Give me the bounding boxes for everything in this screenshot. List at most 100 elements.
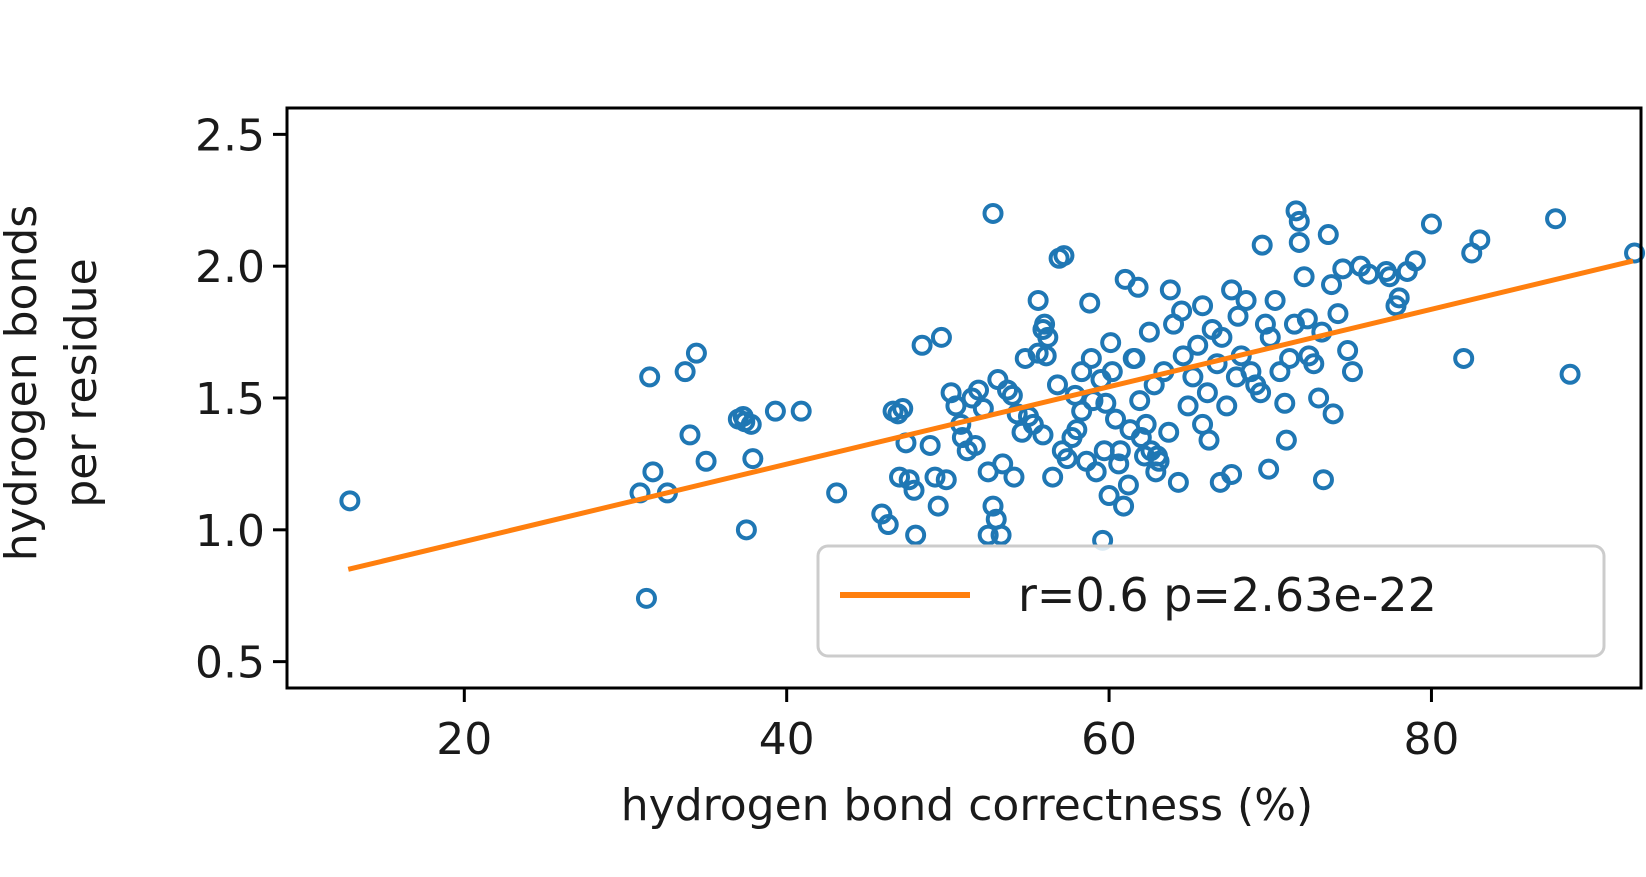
scatter-point <box>642 461 664 483</box>
x-tick-label: 20 <box>436 714 492 765</box>
scatter-point <box>892 398 914 420</box>
scatter-point <box>1275 429 1297 451</box>
scatter-point <box>1122 347 1144 369</box>
y-tick-label: 1.5 <box>195 374 265 425</box>
scatter-point <box>889 466 911 488</box>
scatter-point <box>1177 395 1199 417</box>
scatter-point <box>1006 403 1028 425</box>
scatter-point <box>1251 234 1273 256</box>
scatter-point <box>1127 276 1149 298</box>
scatter-point <box>1312 469 1334 491</box>
scatter-point <box>945 395 967 417</box>
scatter-point <box>1101 361 1123 383</box>
scatter-point <box>997 379 1019 401</box>
fit-line-layer <box>347 258 1634 572</box>
x-axis-title: hydrogen bond correctness (%) <box>621 780 1313 831</box>
scatter-point <box>1079 292 1101 314</box>
scatter-point <box>927 495 949 517</box>
scatter-point <box>1014 347 1036 369</box>
x-tick-label: 80 <box>1403 714 1459 765</box>
y-tick-label: 2.0 <box>195 242 265 293</box>
scatter-point <box>1216 395 1238 417</box>
scatter-point <box>764 400 786 422</box>
scatter-point <box>903 479 925 501</box>
scatter-point <box>1250 382 1272 404</box>
scatter-point <box>1108 453 1130 475</box>
scatter-point <box>1420 213 1442 235</box>
scatter-point <box>911 334 933 356</box>
scatter-point <box>1350 255 1372 277</box>
scatter-point <box>1196 382 1218 404</box>
scatter-point <box>1093 440 1115 462</box>
scatter-point <box>1100 332 1122 354</box>
scatter-point <box>1221 279 1243 301</box>
axes-frame <box>285 106 1643 690</box>
axis-ticks: 20 40 60 80 0.5 1.0 1.5 2.0 2.5 <box>195 110 1459 765</box>
scatter-point <box>695 450 717 472</box>
scatter-point <box>339 490 361 512</box>
scatter-point <box>1003 466 1025 488</box>
scatter-point <box>992 453 1014 475</box>
scatter-point <box>1337 340 1359 362</box>
scatter-point <box>1117 474 1139 496</box>
scatter-point <box>1046 374 1068 396</box>
scatter-point <box>1303 353 1325 375</box>
scatter-point <box>1105 408 1127 430</box>
scatter-point <box>977 524 999 546</box>
scatter-point <box>1279 347 1301 369</box>
scatter-point <box>871 503 893 525</box>
scatter-point <box>1269 361 1291 383</box>
y-axis-title-line-1: hydrogen bonds <box>0 205 47 561</box>
scatter-point <box>639 366 661 388</box>
y-tick-label: 1.0 <box>195 506 265 557</box>
y-tick-label: 2.5 <box>195 110 265 161</box>
scatter-point <box>1559 363 1581 385</box>
x-tick-label: 40 <box>759 714 815 765</box>
scatter-point <box>1042 466 1064 488</box>
scatter-point <box>1095 392 1117 414</box>
legend-box <box>816 544 1606 658</box>
scatter-point <box>1130 427 1152 449</box>
scatter-point <box>924 466 946 488</box>
scatter-point <box>1288 231 1310 253</box>
scatter-point <box>1032 424 1054 446</box>
scatter-point <box>1192 295 1214 317</box>
scatter-point <box>679 424 701 446</box>
scatter-point <box>1187 334 1209 356</box>
scatter-point <box>1192 413 1214 435</box>
scatter-point <box>982 202 1004 224</box>
scatter-point <box>964 434 986 456</box>
legend: r=0.6 p=2.63e-22 <box>816 544 1606 658</box>
scatter-point <box>1129 390 1151 412</box>
scatter-point <box>1056 448 1078 470</box>
scatter-point <box>935 469 957 491</box>
scatter-point <box>826 482 848 504</box>
scatter-point <box>1159 279 1181 301</box>
fit-line <box>347 258 1634 572</box>
scatter-point <box>1288 210 1310 232</box>
scatter-point <box>1274 392 1296 414</box>
legend-fit-label: r=0.6 p=2.63e-22 <box>1018 568 1437 622</box>
scatter-point <box>1341 361 1363 383</box>
scatter-point <box>887 403 909 425</box>
x-tick-label: 60 <box>1081 714 1137 765</box>
scatter-point <box>982 495 1004 517</box>
scatter-point <box>990 524 1012 546</box>
scatter-point <box>1293 266 1315 288</box>
scatter-point <box>1296 308 1318 330</box>
scatter-point <box>685 342 707 364</box>
scatter-point <box>1258 458 1280 480</box>
scatter-point <box>1071 361 1093 383</box>
scatter-point <box>1085 461 1107 483</box>
scatter-point <box>1624 242 1646 264</box>
scatter-point <box>1545 208 1567 230</box>
scatter-point <box>905 524 927 546</box>
scatter-point <box>635 587 657 609</box>
scatter-point <box>1035 345 1057 367</box>
scatter-point <box>1172 345 1194 367</box>
scatter-point <box>735 519 757 541</box>
scatter-point <box>1317 224 1339 246</box>
scatter-point <box>1048 247 1070 269</box>
